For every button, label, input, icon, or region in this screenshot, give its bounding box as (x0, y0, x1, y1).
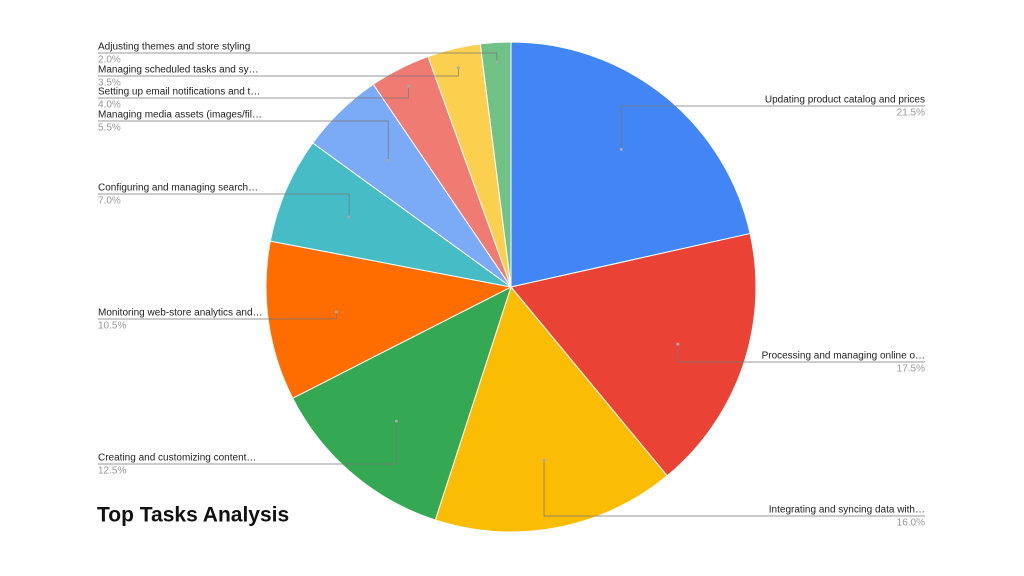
leader-dot (334, 310, 338, 314)
pie-slice (479, 41, 512, 288)
leader-dot (619, 147, 623, 151)
slice-value-label: 3.5% (98, 78, 121, 89)
slice-label: Configuring and managing search… (98, 183, 258, 194)
leader-dot (347, 215, 351, 219)
slice-label: Creating and customizing content… (98, 453, 256, 464)
leader-dot (394, 419, 398, 423)
leader-dot (676, 342, 680, 346)
pie-slice (292, 286, 512, 521)
slice-value-label: 4.0% (98, 100, 121, 111)
slice-value-label: 17.5% (897, 364, 925, 375)
slice-label: Updating product catalog and prices (765, 95, 925, 106)
leader-line (98, 311, 337, 320)
slice-value-label: 21.5% (897, 108, 925, 119)
pie-slice (434, 285, 668, 533)
pie-slice (510, 232, 757, 477)
slice-label: Managing media assets (images/fil… (98, 110, 262, 121)
leader-line (98, 67, 459, 77)
leader-dot (542, 458, 546, 462)
slice-value-label: 12.5% (98, 466, 126, 477)
pie-slice (510, 41, 751, 288)
leader-dot (407, 84, 411, 88)
slice-label: Integrating and syncing data with… (769, 505, 925, 516)
leader-line (98, 86, 410, 99)
slice-label: Managing scheduled tasks and sy… (98, 65, 259, 76)
leader-line (543, 460, 925, 517)
slice-value-label: 16.0% (897, 518, 925, 529)
slice-value-label: 7.0% (98, 196, 121, 207)
leader-line (98, 193, 350, 217)
leader-line (98, 52, 498, 63)
leader-line (98, 120, 389, 161)
leader-dot (495, 60, 499, 64)
slice-label: Adjusting themes and store styling (98, 42, 250, 53)
slice-label: Setting up email notifications and t… (98, 87, 260, 98)
leader-line (98, 421, 397, 465)
leader-line (620, 105, 925, 150)
chart-title: Top Tasks Analysis (97, 504, 289, 527)
slice-value-label: 2.0% (98, 55, 121, 66)
pie-slice (269, 142, 512, 288)
slice-value-label: 10.5% (98, 321, 126, 332)
leader-dot (456, 66, 460, 70)
leader-line (677, 344, 925, 363)
slice-value-label: 5.5% (98, 123, 121, 134)
leader-dot (386, 158, 390, 162)
slice-label: Processing and managing online o… (762, 351, 925, 362)
slice-label: Monitoring web-store analytics and… (98, 308, 263, 319)
pie-slice (265, 240, 513, 399)
